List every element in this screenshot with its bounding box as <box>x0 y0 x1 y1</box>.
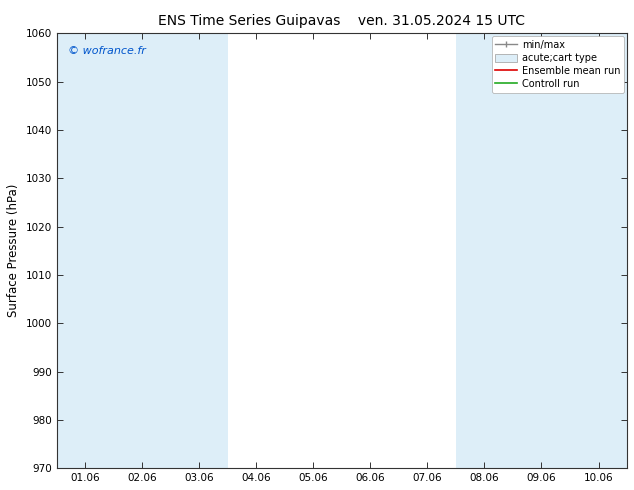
Title: ENS Time Series Guipavas    ven. 31.05.2024 15 UTC: ENS Time Series Guipavas ven. 31.05.2024… <box>158 14 526 28</box>
Bar <box>570 33 627 468</box>
Bar <box>456 33 513 468</box>
Bar <box>56 33 113 468</box>
Text: © wofrance.fr: © wofrance.fr <box>68 46 146 56</box>
Bar <box>171 33 228 468</box>
Bar <box>513 33 570 468</box>
Y-axis label: Surface Pressure (hPa): Surface Pressure (hPa) <box>7 184 20 318</box>
Legend: min/max, acute;cart type, Ensemble mean run, Controll run: min/max, acute;cart type, Ensemble mean … <box>491 36 624 93</box>
Bar <box>113 33 171 468</box>
